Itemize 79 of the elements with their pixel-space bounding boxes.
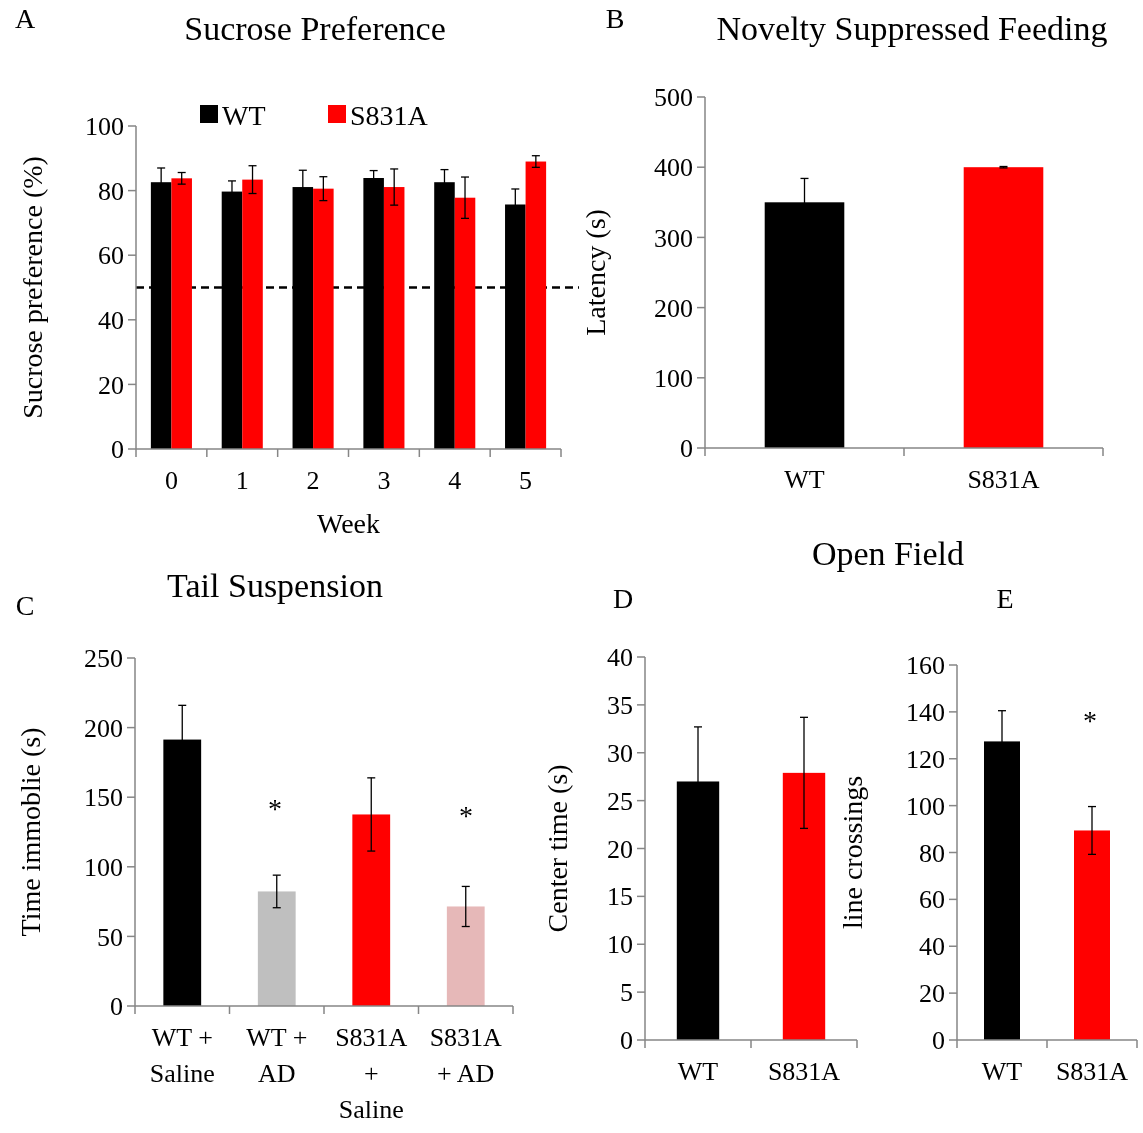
x-tick-label: S831A bbox=[767, 1057, 841, 1086]
y-tick-label: 200 bbox=[84, 713, 123, 743]
y-tick-label: 25 bbox=[607, 786, 633, 816]
text: B bbox=[605, 3, 625, 34]
y-tick-label: 100 bbox=[654, 363, 693, 393]
y-tick-label: 5 bbox=[620, 978, 633, 1008]
y-tick-label: 15 bbox=[607, 882, 633, 912]
text: C bbox=[15, 590, 35, 621]
text: A bbox=[14, 3, 36, 34]
bar bbox=[171, 178, 192, 449]
y-tick-label: 100 bbox=[85, 112, 124, 142]
y-tick-label: 100 bbox=[84, 852, 123, 882]
y-tick-label: 60 bbox=[919, 885, 945, 915]
legend-label: WT bbox=[222, 99, 266, 131]
x-tick-label: 5 bbox=[519, 466, 533, 495]
y-tick-label: 60 bbox=[98, 241, 124, 271]
y-tick-label: 140 bbox=[906, 697, 945, 727]
y-tick-label: 400 bbox=[654, 153, 693, 183]
chart-title: Novelty Suppressed Feeding bbox=[716, 10, 1108, 47]
x-axis-title: Week bbox=[316, 508, 381, 539]
y-tick-label: 40 bbox=[98, 305, 124, 335]
bar bbox=[383, 187, 405, 449]
y-tick-label: 150 bbox=[84, 783, 123, 813]
bar bbox=[313, 188, 334, 449]
y-tick-label: 40 bbox=[607, 643, 633, 673]
y-axis-title: Time immoblie (s) bbox=[15, 727, 46, 937]
y-tick-label: 0 bbox=[680, 434, 693, 464]
y-tick-label: 30 bbox=[607, 738, 633, 768]
y-axis-title: line crossings bbox=[837, 775, 868, 930]
annotation: * bbox=[268, 793, 282, 824]
y-tick-label: 100 bbox=[906, 791, 945, 821]
x-tick-label: 3 bbox=[377, 466, 391, 495]
bar bbox=[525, 161, 547, 449]
x-tick-label: S831A + Saline bbox=[335, 1023, 408, 1124]
y-tick-label: 160 bbox=[906, 651, 945, 681]
x-tick-label: WT + Saline bbox=[149, 1023, 215, 1088]
y-tick-label: 40 bbox=[919, 932, 945, 962]
text: E bbox=[996, 583, 1014, 614]
y-tick-label: 80 bbox=[98, 176, 124, 206]
annotation: * bbox=[1083, 705, 1097, 736]
y-tick-label: 300 bbox=[654, 223, 693, 253]
bar bbox=[454, 197, 476, 449]
y-tick-label: 20 bbox=[607, 834, 633, 864]
y-tick-label: 80 bbox=[919, 838, 945, 868]
y-tick-label: 500 bbox=[654, 83, 693, 113]
chart-title: Sucrose Preference bbox=[184, 10, 446, 47]
bar bbox=[446, 906, 485, 1006]
chart-title: Tail Suspension bbox=[167, 567, 383, 604]
x-tick-label: 0 bbox=[164, 466, 178, 495]
y-tick-label: 10 bbox=[607, 930, 633, 960]
legend-label: S831A bbox=[350, 99, 429, 131]
bar bbox=[242, 179, 263, 449]
x-tick-label: S831A + AD bbox=[429, 1023, 503, 1088]
y-tick-label: 20 bbox=[919, 979, 945, 1009]
y-tick-label: 50 bbox=[97, 922, 123, 952]
y-axis-title: Center time (s) bbox=[542, 764, 573, 933]
text: D bbox=[612, 583, 634, 614]
x-tick-label: WT bbox=[981, 1057, 1023, 1086]
x-tick-label: 1 bbox=[235, 466, 249, 495]
y-tick-label: 200 bbox=[654, 293, 693, 323]
y-axis-title: Latency (s) bbox=[580, 209, 611, 336]
x-tick-label: WT + AD bbox=[246, 1023, 308, 1088]
y-tick-label: 35 bbox=[607, 690, 633, 720]
annotation: * bbox=[459, 800, 473, 831]
bar bbox=[257, 891, 296, 1006]
x-tick-label: 4 bbox=[448, 466, 462, 495]
bar bbox=[352, 814, 391, 1006]
y-tick-label: 250 bbox=[84, 644, 123, 674]
chart-title: Open Field bbox=[811, 535, 965, 572]
x-tick-label: WT bbox=[677, 1057, 719, 1086]
x-tick-label: WT bbox=[784, 465, 825, 494]
y-tick-label: 0 bbox=[110, 992, 123, 1022]
x-tick-label: S831A bbox=[967, 465, 1040, 494]
y-axis-title: Sucrose preference (%) bbox=[17, 156, 48, 419]
x-tick-label: S831A bbox=[1055, 1057, 1129, 1086]
y-tick-label: 20 bbox=[98, 370, 124, 400]
y-tick-label: 0 bbox=[111, 435, 124, 465]
x-tick-label: 2 bbox=[306, 466, 320, 495]
y-tick-label: 120 bbox=[906, 744, 945, 774]
